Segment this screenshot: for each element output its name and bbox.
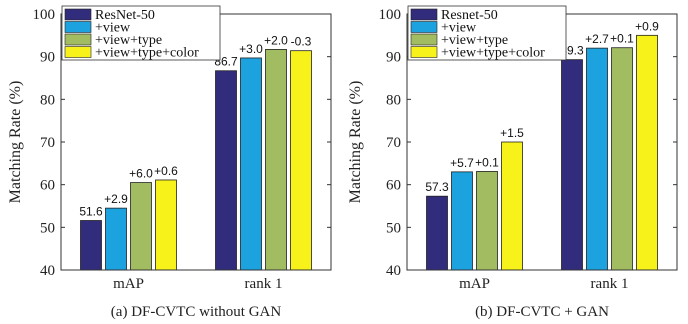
y-tick-label: 50 [386,220,401,236]
legend-label: +view [95,21,131,36]
bar-rank-1-0 [215,70,237,271]
bar-mAP-3 [155,179,177,271]
y-tick-label: 80 [40,92,55,108]
y-tick-label: 60 [40,178,55,194]
bar-rank-1-2 [265,49,287,271]
y-tick-label: 100 [33,7,56,23]
data-label: 51.6 [79,205,103,219]
data-label: -0.3 [291,35,312,49]
bar-mAP-1 [451,171,473,271]
bar-rank-1-2 [611,47,633,271]
y-tick-label: 40 [386,263,401,279]
legend-label: +view+type [441,33,508,48]
data-label: +0.6 [154,164,178,178]
legend-swatch [64,21,92,33]
bar-rank-1-1 [586,47,608,271]
legend-label: Resnet-50 [441,8,498,23]
legend-swatch [410,21,438,33]
data-label: +0.1 [610,32,634,46]
legend-swatch [410,46,438,58]
legend: Resnet-50+view+view+type+view+type+color [407,5,567,61]
y-tick-label: 90 [386,50,401,66]
y-tick-label: 60 [386,178,401,194]
legend-label: +view [441,21,477,36]
y-tick-label: 50 [40,220,55,236]
x-tick-label: rank 1 [245,276,283,292]
panel-caption: (a) DF-CVTC without GAN [111,304,282,320]
data-label: 57.3 [425,180,449,194]
legend-swatch [64,33,92,46]
x-tick-label: mAP [113,276,144,292]
data-label: +0.1 [475,155,499,169]
bar-mAP-0 [80,220,102,271]
data-label: +2.9 [104,192,128,206]
legend-label: +view+type+color [95,46,199,61]
legend-swatch [64,46,92,58]
y-tick-label: 70 [40,135,55,151]
legend-swatch [410,33,438,46]
x-tick-label: mAP [459,276,490,292]
data-label: +2.0 [264,33,288,47]
legend-label: +view+type+color [441,46,545,61]
data-label: +6.0 [129,167,153,181]
legend-swatch [410,8,438,21]
data-label: +2.7 [585,32,609,46]
bar-mAP-2 [130,182,152,271]
panel-caption: (b) DF-CVTC + GAN [475,304,609,320]
legend-label: +view+type [95,33,162,48]
bar-mAP-3 [501,141,523,271]
bar-mAP-1 [105,207,127,271]
x-tick-label: rank 1 [591,276,629,292]
legend-swatch [64,8,92,21]
y-tick-label: 40 [40,263,55,279]
bar-mAP-2 [476,171,498,271]
y-tick-label: 90 [40,50,55,66]
y-tick-label: 80 [386,92,401,108]
y-tick-label: 100 [379,7,402,23]
y-tick-label: 70 [386,135,401,151]
data-label: +1.5 [500,126,524,140]
bar-mAP-0 [426,195,448,271]
bar-rank-1-1 [240,57,262,271]
bar-rank-1-3 [290,50,312,271]
y-axis-label: Matching Rate (%) [7,81,24,204]
data-label: +5.7 [450,156,474,170]
data-label: +3.0 [239,42,263,56]
bar-rank-1-0 [561,59,583,271]
legend: ResNet-50+view+view+type+view+type+color [61,5,221,61]
data-label: +0.9 [635,19,659,33]
y-axis-label: Matching Rate (%) [347,81,364,204]
bar-rank-1-3 [636,34,658,271]
legend-label: ResNet-50 [95,8,155,23]
